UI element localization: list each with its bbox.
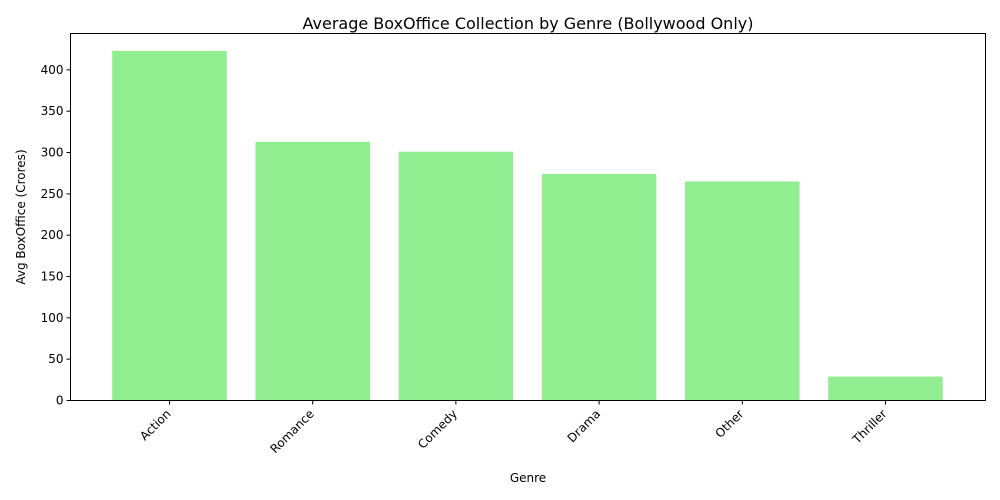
y-tick-label-250: 250: [41, 187, 64, 201]
y-tick-label-300: 300: [41, 146, 64, 160]
x-tick-label-drama: Drama: [565, 407, 604, 446]
y-tick-label-150: 150: [41, 270, 64, 284]
bar-action: [112, 50, 227, 401]
bar-thriller: [828, 376, 943, 401]
x-tick-label-comedy: Comedy: [415, 407, 460, 452]
x-tick-label-other: Other: [712, 407, 746, 441]
bar-drama: [541, 174, 657, 401]
x-tick-label-action: Action: [137, 407, 173, 443]
y-axis-label: Avg BoxOffice (Crores): [14, 149, 28, 284]
bars-group: [112, 50, 943, 401]
y-tick-label-0: 0: [56, 394, 64, 408]
x-axis: Action Romance Comedy Drama Other Thriller: [137, 400, 890, 456]
bar-comedy: [398, 151, 514, 401]
y-axis: 0 50 100 150 200 250 300 350 400: [41, 63, 71, 408]
plot-frame: [70, 33, 986, 401]
bar-romance: [255, 141, 370, 401]
y-tick-label-100: 100: [41, 311, 64, 325]
y-tick-label-50: 50: [48, 352, 63, 366]
x-tick-label-thriller: Thriller: [849, 407, 889, 447]
y-tick-label-350: 350: [41, 104, 64, 118]
x-axis-label: Genre: [510, 471, 546, 485]
x-tick-label-romance: Romance: [267, 407, 316, 456]
y-tick-label-200: 200: [41, 228, 64, 242]
chart-title: Average BoxOffice Collection by Genre (B…: [303, 14, 754, 33]
bar-other: [685, 181, 800, 401]
y-tick-label-400: 400: [41, 63, 64, 77]
